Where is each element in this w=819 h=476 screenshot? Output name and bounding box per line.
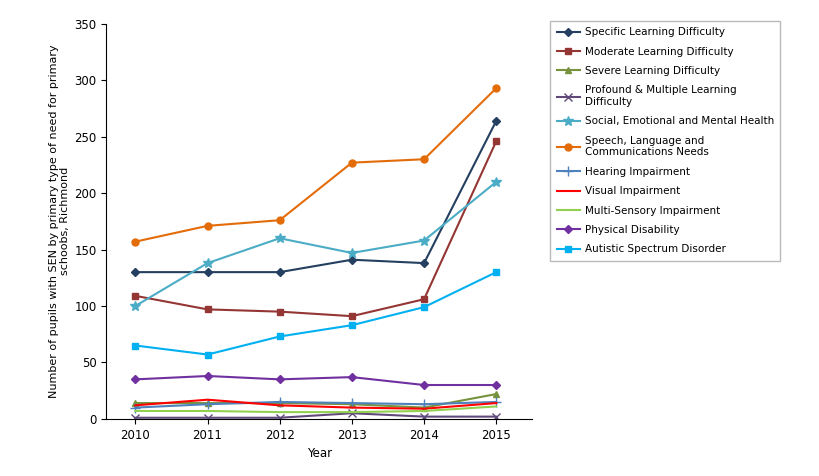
Speech, Language and
Communications Needs: [347, 160, 357, 166]
Y-axis label: Number of pupils with SEN by primary type of need for primary
schoobs, Richmond: Number of pupils with SEN by primary typ…: [49, 45, 70, 398]
Line: Severe Learning Difficulty: Severe Learning Difficulty: [133, 391, 499, 410]
Social, Emotional and Mental Health: [130, 303, 140, 309]
Hearing Impairment: [202, 401, 212, 407]
Severe Learning Difficulty: [419, 405, 429, 410]
Moderate Learning Difficulty: [130, 293, 140, 299]
Line: Visual Impairment: Visual Impairment: [135, 400, 496, 409]
Visual Impairment: [491, 400, 501, 406]
Speech, Language and
Communications Needs: [275, 218, 285, 223]
Profound & Multiple Learning
Difficulty: [419, 414, 429, 419]
Moderate Learning Difficulty: [419, 297, 429, 302]
Line: Social, Emotional and Mental Health: Social, Emotional and Mental Health: [130, 177, 501, 311]
Line: Multi-Sensory Impairment: Multi-Sensory Impairment: [135, 407, 496, 412]
Autistic Spectrum Disorder: [130, 343, 140, 348]
Hearing Impairment: [347, 400, 357, 406]
Physical Disability: [491, 382, 501, 388]
Moderate Learning Difficulty: [202, 307, 212, 312]
Autistic Spectrum Disorder: [491, 269, 501, 275]
Multi-Sensory Impairment: [202, 408, 212, 414]
Autistic Spectrum Disorder: [202, 352, 212, 357]
Moderate Learning Difficulty: [491, 139, 501, 144]
Moderate Learning Difficulty: [275, 309, 285, 315]
Line: Hearing Impairment: Hearing Impairment: [130, 397, 501, 412]
Multi-Sensory Impairment: [419, 408, 429, 414]
Visual Impairment: [275, 403, 285, 408]
Line: Speech, Language and
Communications Needs: Speech, Language and Communications Need…: [132, 85, 500, 245]
Severe Learning Difficulty: [275, 400, 285, 406]
Visual Impairment: [130, 403, 140, 408]
Autistic Spectrum Disorder: [419, 304, 429, 310]
Hearing Impairment: [491, 399, 501, 405]
Social, Emotional and Mental Health: [347, 250, 357, 256]
Line: Moderate Learning Difficulty: Moderate Learning Difficulty: [133, 139, 499, 319]
Speech, Language and
Communications Needs: [419, 157, 429, 162]
Hearing Impairment: [419, 401, 429, 407]
Multi-Sensory Impairment: [347, 409, 357, 415]
Social, Emotional and Mental Health: [275, 236, 285, 241]
Physical Disability: [130, 377, 140, 382]
Legend: Specific Learning Difficulty, Moderate Learning Difficulty, Severe Learning Diff: Specific Learning Difficulty, Moderate L…: [550, 21, 781, 260]
Physical Disability: [275, 377, 285, 382]
Autistic Spectrum Disorder: [275, 334, 285, 339]
Physical Disability: [419, 382, 429, 388]
Specific Learning Difficulty: [130, 269, 140, 275]
Severe Learning Difficulty: [491, 391, 501, 397]
Social, Emotional and Mental Health: [419, 238, 429, 243]
Social, Emotional and Mental Health: [202, 260, 212, 266]
Severe Learning Difficulty: [202, 400, 212, 406]
Multi-Sensory Impairment: [491, 404, 501, 409]
Hearing Impairment: [130, 405, 140, 410]
Physical Disability: [347, 374, 357, 380]
Specific Learning Difficulty: [491, 118, 501, 124]
Multi-Sensory Impairment: [275, 409, 285, 415]
Profound & Multiple Learning
Difficulty: [275, 415, 285, 421]
Physical Disability: [202, 373, 212, 379]
Line: Physical Disability: Physical Disability: [133, 373, 499, 388]
Specific Learning Difficulty: [275, 269, 285, 275]
Severe Learning Difficulty: [347, 401, 357, 407]
Speech, Language and
Communications Needs: [130, 239, 140, 245]
Hearing Impairment: [275, 399, 285, 405]
Line: Profound & Multiple Learning
Difficulty: Profound & Multiple Learning Difficulty: [131, 409, 500, 422]
Profound & Multiple Learning
Difficulty: [130, 415, 140, 421]
Visual Impairment: [419, 406, 429, 412]
Profound & Multiple Learning
Difficulty: [491, 414, 501, 419]
X-axis label: Year: Year: [307, 447, 332, 460]
Speech, Language and
Communications Needs: [491, 85, 501, 91]
Visual Impairment: [202, 397, 212, 403]
Autistic Spectrum Disorder: [347, 322, 357, 328]
Moderate Learning Difficulty: [347, 313, 357, 319]
Profound & Multiple Learning
Difficulty: [202, 415, 212, 421]
Speech, Language and
Communications Needs: [202, 223, 212, 228]
Profound & Multiple Learning
Difficulty: [347, 410, 357, 416]
Line: Autistic Spectrum Disorder: Autistic Spectrum Disorder: [133, 269, 499, 357]
Severe Learning Difficulty: [130, 400, 140, 406]
Visual Impairment: [347, 405, 357, 410]
Specific Learning Difficulty: [202, 269, 212, 275]
Multi-Sensory Impairment: [130, 408, 140, 414]
Social, Emotional and Mental Health: [491, 179, 501, 185]
Specific Learning Difficulty: [347, 257, 357, 263]
Specific Learning Difficulty: [419, 260, 429, 266]
Line: Specific Learning Difficulty: Specific Learning Difficulty: [133, 118, 499, 275]
